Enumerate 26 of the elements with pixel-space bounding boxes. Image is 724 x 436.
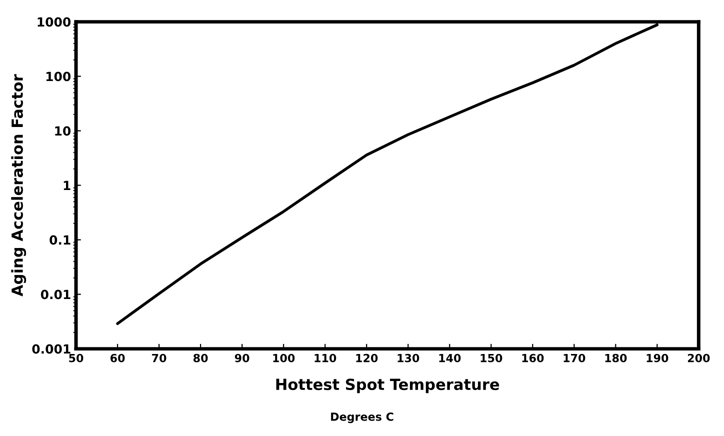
- x-tick-label: 200: [688, 354, 710, 362]
- text: Degrees C: [331, 412, 394, 424]
- y-tick-label: 1: [64, 180, 70, 190]
- x-tick-label: 180: [605, 354, 627, 362]
- x-tick-label: 70: [152, 354, 166, 362]
- x-tick-label: 170: [564, 354, 586, 362]
- x-axis-title: Hottest Spot Temperature: [276, 378, 500, 394]
- x-tick-label: 150: [480, 354, 502, 362]
- x-tick-label: 130: [398, 354, 420, 362]
- x-tick-label: 80: [193, 354, 208, 362]
- x-tick-label: 90: [234, 354, 250, 362]
- x-tick-label: 110: [314, 354, 336, 362]
- x-tick-label: 140: [439, 354, 461, 362]
- y-tick-label: 100: [46, 72, 71, 82]
- x-tick-label: 100: [273, 354, 295, 362]
- y-axis-title: Aging Acceleration Factor: [11, 74, 26, 296]
- y-tick-label: 0.001: [32, 344, 70, 354]
- y-tick-label: 0.01: [40, 290, 70, 300]
- x-tick-label: 50: [69, 354, 84, 362]
- x-tick-label: 190: [646, 354, 668, 362]
- x-tick-label: 120: [356, 354, 378, 362]
- x-tick-label: 160: [522, 354, 544, 362]
- x-tick-label: 60: [110, 354, 125, 362]
- y-tick-label: 1000: [38, 17, 71, 27]
- y-tick-label: 0.1: [50, 235, 70, 245]
- y-tick-label: 10: [55, 126, 71, 136]
